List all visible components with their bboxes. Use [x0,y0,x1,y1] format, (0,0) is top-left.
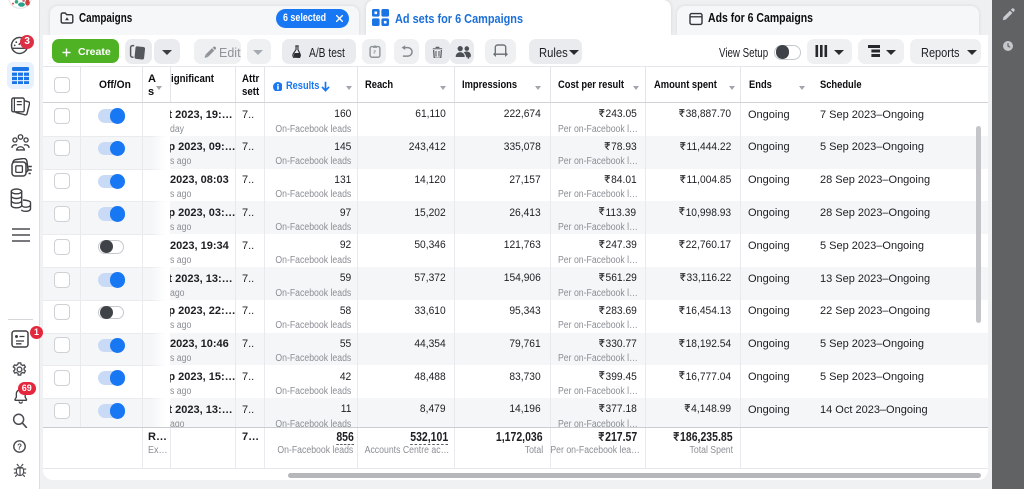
svg-text:?: ? [17,442,22,451]
